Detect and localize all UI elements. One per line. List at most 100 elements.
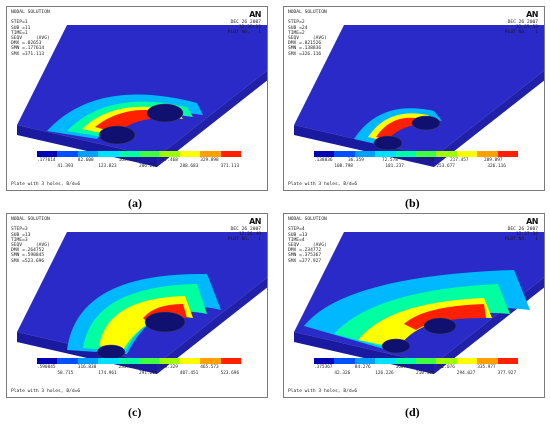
legend-swatch xyxy=(98,151,119,157)
legend-tick-label: 82.608 xyxy=(77,158,94,163)
ansys-logo: AN xyxy=(526,10,538,19)
legend-tick-label: 108.798 xyxy=(334,164,353,169)
legend-swatch xyxy=(375,151,396,157)
legend-tick-label: 181.237 xyxy=(385,164,404,169)
legend-tick-label: 58.715 xyxy=(57,371,74,376)
legend-swatch xyxy=(37,358,58,364)
legend-swatch xyxy=(375,358,396,364)
legend-tick-label: 41.393 xyxy=(57,164,74,169)
legend-swatch xyxy=(436,151,457,157)
legend-swatch xyxy=(220,358,242,364)
legend-swatch xyxy=(57,151,78,157)
legend-tick-label: .590845 xyxy=(37,365,56,370)
legend-tick-label: 42.326 xyxy=(334,371,351,376)
legend-swatch xyxy=(354,151,376,157)
legend-tick-label: 523.696 xyxy=(220,371,240,376)
legend-swatch xyxy=(334,358,355,364)
legend-swatch xyxy=(57,358,78,364)
legend-swatch xyxy=(477,358,498,364)
legend-swatch xyxy=(118,151,140,157)
legend-swatch xyxy=(314,151,335,157)
legend-tick-label: 36.359 xyxy=(348,158,364,163)
color-legend xyxy=(314,151,519,157)
caption-c: (c) xyxy=(128,405,142,419)
legend-tick-label: 377.927 xyxy=(497,371,517,376)
legend-swatch xyxy=(456,358,478,364)
panel-c: NODAL SOLUTION STEP=3 SUB =13 TIME=3 SEQ… xyxy=(6,213,268,398)
legend-tick-label: 252.076 xyxy=(436,365,455,370)
legend-swatch xyxy=(159,151,180,157)
legend-tick-label: 126.226 xyxy=(375,371,394,376)
legend-swatch xyxy=(314,358,335,364)
color-legend xyxy=(314,358,519,364)
legend-tick-label: 145.018 xyxy=(416,158,435,163)
legend-swatch xyxy=(416,358,437,364)
legend-tick-label: 72.578 xyxy=(382,158,398,163)
legend-tick-label: .177614 xyxy=(37,158,56,163)
solution-header: NODAL SOLUTION STEP=3 SUB =13 TIME=3 SEQ… xyxy=(11,217,50,264)
legend-swatch xyxy=(77,358,99,364)
legend-swatch xyxy=(200,151,221,157)
caption-a: (a) xyxy=(128,196,142,210)
legend-tick-label: 84.276 xyxy=(354,365,371,370)
legend-tick-label: 289.897 xyxy=(484,158,503,163)
legend-swatch xyxy=(395,151,417,157)
legend-swatch xyxy=(98,358,119,364)
legend-tick-label: 335.977 xyxy=(477,365,496,370)
solution-header: NODAL SOLUTION STEP=2 SUB =24 TIME=2 SEQ… xyxy=(288,10,327,57)
caption-b: (b) xyxy=(405,196,420,210)
legend-tick-label: 291.206 xyxy=(139,371,158,376)
contour-plot-c xyxy=(17,232,267,374)
legend-swatch xyxy=(497,151,519,157)
legend-swatch xyxy=(200,358,221,364)
legend-tick-label: 217.457 xyxy=(450,158,469,163)
legend-swatch xyxy=(118,358,140,364)
legend-tick-label: 288.683 xyxy=(179,164,199,169)
solution-header: NODAL SOLUTION STEP=1 SUB =11 TIME=1 SEQ… xyxy=(11,10,50,57)
plot-footer: Plate with 3 holes, B/d=6 xyxy=(11,389,81,394)
legend-tick-label: 165.038 xyxy=(118,158,138,163)
date-stamp: DEC 26 2007 12:25:53 PLOT NO. 1 xyxy=(504,20,538,36)
panel-d: NODAL SOLUTION STEP=4 SUB =13 TIME=4 SEQ… xyxy=(283,213,545,398)
legend-tick-label: 123.823 xyxy=(98,164,117,169)
panel-b: NODAL SOLUTION STEP=2 SUB =24 TIME=2 SEQ… xyxy=(283,6,545,191)
legend-swatch xyxy=(354,358,376,364)
legend-swatch xyxy=(139,151,160,157)
legend-tick-label: 326.116 xyxy=(487,164,506,169)
date-stamp: DEC 26 2007 12:26:49 PLOT NO. 1 xyxy=(227,227,261,243)
legend-tick-label: 253.677 xyxy=(436,164,455,169)
legend-tick-label: .375367 xyxy=(314,365,333,370)
plot-footer: Plate with 3 holes, B/d=6 xyxy=(288,389,358,394)
legend-tick-label: 247.468 xyxy=(159,158,178,163)
legend-tick-label: 349.329 xyxy=(159,365,178,370)
plot-footer: Plate with 3 holes, B/d=6 xyxy=(288,182,358,187)
caption-d: (d) xyxy=(405,405,420,419)
legend-tick-label: 329.898 xyxy=(200,158,219,163)
legend-swatch xyxy=(159,358,180,364)
legend-tick-label: 233.083 xyxy=(118,365,138,370)
legend-swatch xyxy=(436,358,457,364)
legend-tick-label: .138836 xyxy=(314,158,333,163)
legend-tick-label: 465.573 xyxy=(200,365,219,370)
legend-tick-label: 371.113 xyxy=(220,164,240,169)
contour-plot-b xyxy=(294,25,544,167)
legend-swatch xyxy=(179,358,201,364)
color-legend xyxy=(37,151,242,157)
legend-tick-label: 168.176 xyxy=(395,365,415,370)
legend-swatch xyxy=(220,151,242,157)
legend-tick-label: 206.253 xyxy=(139,164,158,169)
legend-swatch xyxy=(139,358,160,364)
ansys-logo: AN xyxy=(526,217,538,226)
plot-footer: Plate with 3 holes, B/d=6 xyxy=(11,182,81,187)
ansys-logo: AN xyxy=(249,10,261,19)
legend-tick-label: 116.838 xyxy=(77,365,97,370)
color-legend xyxy=(37,358,242,364)
legend-swatch xyxy=(416,151,437,157)
ansys-logo: AN xyxy=(249,217,261,226)
date-stamp: DEC 26 2007 12:27:34 PLOT NO. 1 xyxy=(504,227,538,243)
legend-swatch xyxy=(497,358,519,364)
date-stamp: DEC 26 2007 12:25:13 PLOT NO. 1 xyxy=(227,20,261,36)
legend-swatch xyxy=(334,151,355,157)
legend-swatch xyxy=(477,151,498,157)
panel-a: NODAL SOLUTION STEP=1 SUB =11 TIME=1 SEQ… xyxy=(6,6,268,191)
